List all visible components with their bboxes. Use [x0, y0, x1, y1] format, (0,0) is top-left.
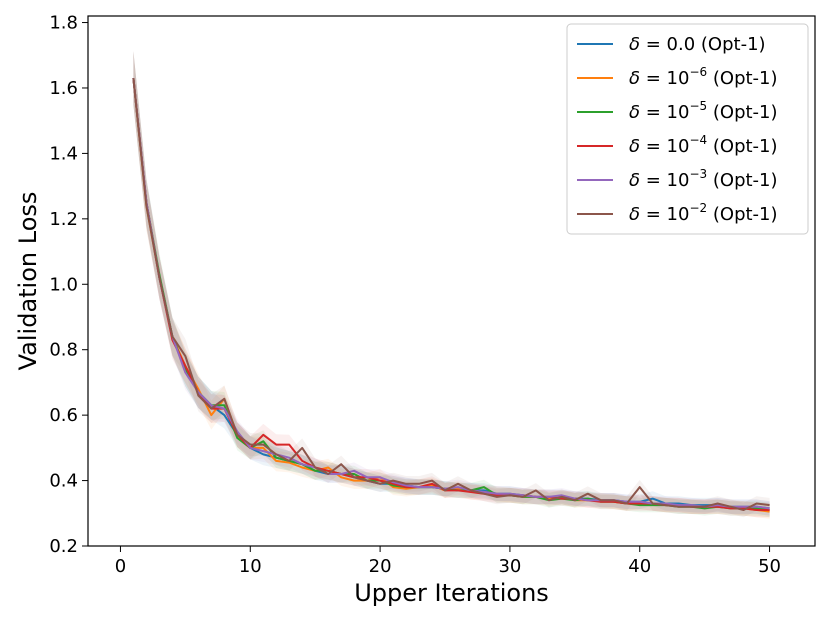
y-tick-label: 1.0 — [49, 274, 78, 295]
x-tick-label: 20 — [369, 556, 392, 577]
legend-entry-5: δ = 10−2 (Opt-1) — [629, 201, 778, 225]
x-tick-label: 50 — [758, 556, 781, 577]
y-tick-label: 1.4 — [49, 143, 78, 164]
legend: δ = 0.0 (Opt-1) δ = 10−6 (Opt-1) δ = 10−5 … — [566, 23, 809, 235]
x-tick-label: 0 — [115, 556, 126, 577]
y-tick-label: 0.8 — [49, 340, 78, 361]
x-tick-label: 40 — [628, 556, 651, 577]
y-axis-ticks: 0.2 0.4 0.6 0.8 1.0 1.2 1.4 1.6 1.8 — [49, 13, 88, 557]
x-tick-label: 30 — [498, 556, 521, 577]
legend-entry-4: δ = 10−3 (Opt-1) — [629, 167, 778, 191]
legend-entry-1: δ = 10−6 (Opt-1) — [629, 65, 778, 89]
y-tick-label: 0.6 — [49, 405, 78, 426]
y-axis-label: Validation Loss — [14, 192, 42, 371]
y-tick-label: 1.6 — [49, 78, 78, 99]
y-tick-label: 1.8 — [49, 13, 78, 34]
y-tick-label: 0.2 — [49, 536, 78, 557]
y-tick-label: 0.4 — [49, 471, 78, 492]
plot-frame — [87, 15, 816, 547]
x-axis-label: Upper Iterations — [354, 579, 549, 607]
series-lines — [132, 78, 770, 513]
y-tick-label: 1.2 — [49, 209, 78, 230]
legend-entry-3: δ = 10−4 (Opt-1) — [629, 133, 778, 157]
series-line-5 — [132, 78, 770, 511]
x-tick-label: 10 — [239, 556, 262, 577]
x-axis-ticks: 0 10 20 30 40 50 — [115, 546, 781, 577]
legend-box — [566, 23, 809, 235]
legend-entry-0: δ = 0.0 (Opt-1) — [629, 34, 766, 55]
legend-entry-2: δ = 10−5 (Opt-1) — [629, 99, 778, 123]
